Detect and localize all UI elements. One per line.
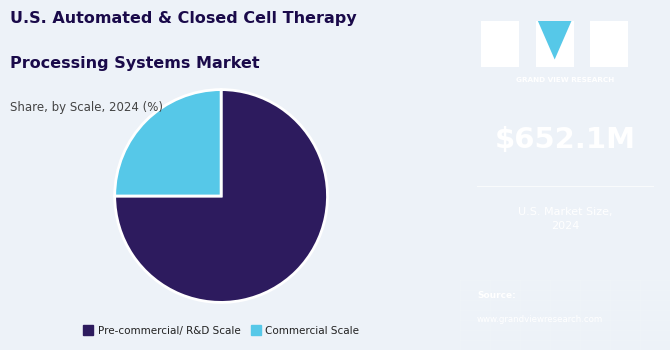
Text: Processing Systems Market: Processing Systems Market: [10, 56, 260, 71]
Wedge shape: [115, 90, 221, 196]
Text: Share, by Scale, 2024 (%): Share, by Scale, 2024 (%): [10, 102, 163, 114]
Text: www.grandviewresearch.com: www.grandviewresearch.com: [477, 315, 603, 324]
Text: U.S. Automated & Closed Cell Therapy: U.S. Automated & Closed Cell Therapy: [10, 10, 356, 26]
Text: GRAND VIEW RESEARCH: GRAND VIEW RESEARCH: [516, 77, 614, 83]
FancyBboxPatch shape: [536, 21, 574, 66]
Text: Source:: Source:: [477, 290, 516, 300]
Legend: Pre-commercial/ R&D Scale, Commercial Scale: Pre-commercial/ R&D Scale, Commercial Sc…: [79, 321, 363, 340]
FancyBboxPatch shape: [481, 21, 519, 66]
Text: U.S. Market Size,
2024: U.S. Market Size, 2024: [518, 206, 612, 231]
Text: $652.1M: $652.1M: [494, 126, 636, 154]
FancyBboxPatch shape: [590, 21, 628, 66]
Polygon shape: [538, 21, 572, 60]
Wedge shape: [115, 90, 328, 302]
